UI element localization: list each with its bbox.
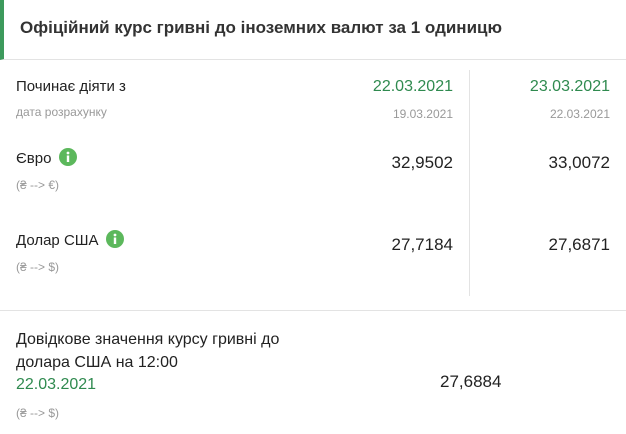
start-date: 23.03.2021 [529, 78, 610, 95]
rate-value: 27,7184 [391, 235, 453, 254]
section-divider [0, 310, 626, 311]
calc-date: 19.03.2021 [392, 107, 453, 121]
currency-name-text: Євро [16, 150, 52, 167]
reference-value: 27,6884 [440, 372, 502, 391]
currency-name-text: Долар США [16, 232, 99, 249]
start-date: 22.03.2021 [372, 78, 453, 95]
calc-date: 22.03.2021 [549, 107, 610, 121]
calc-label: дата розрахунку [16, 105, 107, 119]
rate-value: 27,6871 [548, 235, 610, 254]
rate-value: 32,9502 [391, 153, 453, 172]
rate-value: 33,0072 [548, 153, 610, 172]
header-title: Офіційний курс гривні до іноземних валют… [20, 18, 502, 37]
reference-direction: (₴ --> $) [16, 406, 60, 420]
currency-name: Долар США [16, 230, 124, 249]
column-divider [469, 70, 470, 296]
header: Офіційний курс гривні до іноземних валют… [0, 0, 626, 60]
currency-name: Євро [16, 148, 77, 167]
reference-label: Довідкове значення курсу гривні до долар… [16, 331, 280, 371]
currency-direction: (₴ --> $) [16, 260, 60, 274]
info-icon[interactable] [105, 230, 124, 248]
start-label: Починає діяти з [16, 78, 126, 95]
info-icon[interactable] [58, 148, 77, 166]
reference-date: 22.03.2021 [16, 376, 97, 393]
currency-direction: (₴ --> €) [16, 178, 60, 192]
